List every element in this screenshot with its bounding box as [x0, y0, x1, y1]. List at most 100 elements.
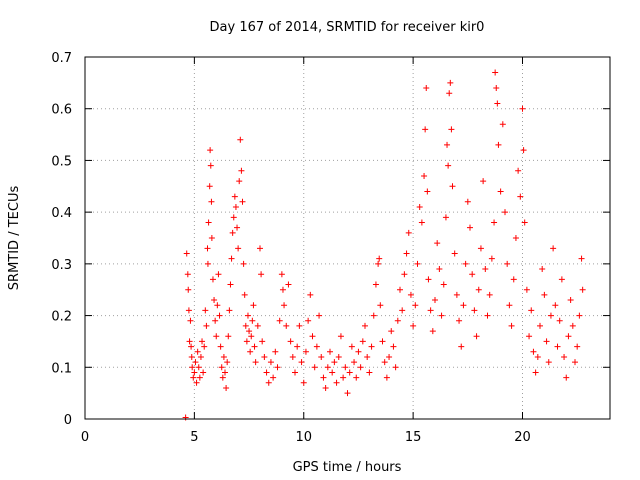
- tick-labels: 0 0.1 0.2 0.3 0.4 0.5 0.6 0.7 0 5 10 15 20: [51, 51, 530, 445]
- data-point: [502, 209, 508, 216]
- data-point: [375, 260, 382, 267]
- data-point: [219, 374, 226, 381]
- data-point: [206, 183, 213, 190]
- data-point: [436, 266, 443, 273]
- data-point: [477, 245, 484, 252]
- data-point: [188, 343, 195, 350]
- data-point: [201, 343, 208, 350]
- data-point: [302, 348, 309, 355]
- data-point: [567, 297, 574, 304]
- data-point: [480, 178, 487, 185]
- data-point: [388, 328, 395, 335]
- data-point: [205, 219, 212, 226]
- data-point: [185, 307, 192, 314]
- data-point: [189, 364, 196, 371]
- data-point: [370, 312, 377, 319]
- data-point: [185, 286, 192, 293]
- data-point: [238, 167, 245, 174]
- data-point: [405, 229, 412, 236]
- data-point: [495, 141, 502, 148]
- data-point: [257, 245, 263, 252]
- data-point: [236, 178, 243, 185]
- data-point: [494, 100, 501, 107]
- data-point: [242, 322, 249, 329]
- x-tick-label: 15: [405, 430, 422, 445]
- data-point: [434, 240, 441, 247]
- gridlines: [85, 57, 610, 419]
- y-tick-label: 0.1: [51, 361, 72, 376]
- data-point: [241, 291, 248, 298]
- data-point: [565, 333, 572, 340]
- plot-frame: [84, 56, 611, 420]
- data-point: [517, 193, 524, 200]
- data-point: [194, 348, 201, 355]
- data-point: [521, 219, 528, 226]
- data-point: [195, 364, 202, 371]
- data-point: [526, 333, 533, 340]
- data-point: [259, 338, 266, 345]
- data-point: [523, 286, 530, 293]
- data-point: [305, 317, 312, 324]
- data-point: [186, 338, 193, 345]
- data-point: [283, 322, 290, 329]
- y-tick-label: 0.5: [51, 154, 72, 169]
- data-point: [249, 317, 256, 324]
- data-point: [401, 271, 408, 278]
- data-point: [224, 359, 231, 366]
- data-point: [244, 312, 251, 319]
- data-point: [265, 379, 272, 386]
- data-point: [520, 147, 527, 154]
- data-point: [359, 338, 366, 345]
- data-point: [318, 353, 325, 360]
- data-point: [212, 317, 219, 324]
- data-point: [449, 183, 456, 190]
- data-point: [191, 369, 198, 376]
- data-point: [190, 374, 197, 381]
- data-point: [447, 79, 454, 86]
- data-point: [539, 266, 546, 273]
- data-point: [226, 307, 233, 314]
- data-point: [491, 219, 498, 226]
- x-tick-label: 5: [190, 430, 198, 445]
- data-point: [558, 276, 565, 283]
- data-point: [482, 266, 489, 273]
- x-axis-label: GPS time / hours: [293, 460, 402, 475]
- data-point: [208, 235, 215, 241]
- data-point: [579, 286, 586, 293]
- data-point: [231, 193, 238, 200]
- data-point: [287, 338, 294, 345]
- axis-ticks: [84, 56, 610, 420]
- data-point: [416, 203, 423, 210]
- data-point: [471, 307, 478, 314]
- data-point: [418, 219, 425, 226]
- data-point: [243, 338, 250, 345]
- data-point: [469, 271, 476, 278]
- data-point: [329, 369, 336, 376]
- data-point: [379, 338, 386, 345]
- data-point: [192, 359, 199, 366]
- data-point: [475, 286, 482, 293]
- data-point: [203, 322, 210, 329]
- data-point: [429, 328, 436, 335]
- data-point: [488, 255, 495, 262]
- data-point: [322, 384, 329, 391]
- data-point: [333, 379, 340, 386]
- data-point: [187, 317, 194, 324]
- data-point: [357, 364, 364, 371]
- data-point: [493, 85, 500, 92]
- data-point: [298, 359, 305, 366]
- data-point: [499, 121, 506, 128]
- data-point: [248, 333, 255, 340]
- data-point: [438, 312, 445, 319]
- data-point: [188, 353, 195, 360]
- data-point: [213, 333, 220, 340]
- data-point: [247, 348, 254, 355]
- data-point: [240, 260, 247, 267]
- data-point: [228, 255, 235, 262]
- data-point: [497, 188, 504, 195]
- data-point: [215, 271, 222, 278]
- data-point: [279, 286, 286, 293]
- data-point: [473, 333, 480, 340]
- data-point: [414, 260, 421, 267]
